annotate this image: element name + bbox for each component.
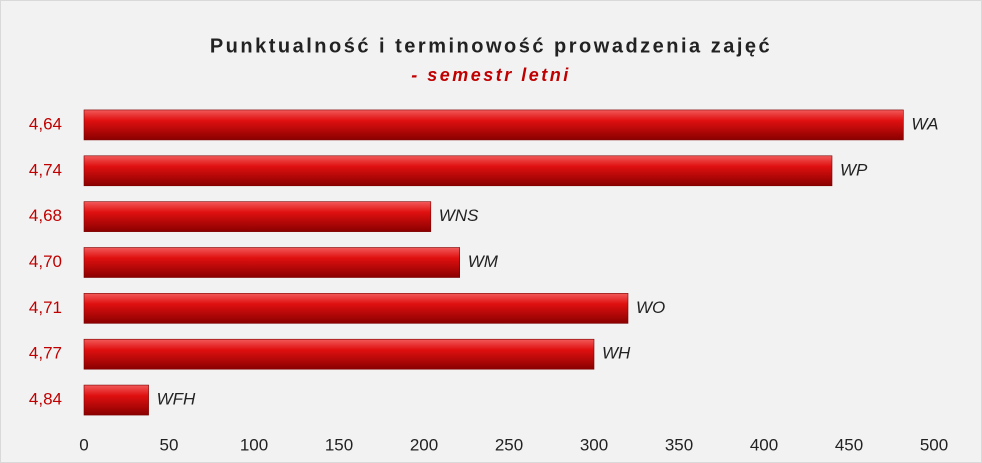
bar-label: WP [840, 160, 868, 179]
x-tick-label: 100 [240, 435, 268, 454]
bar [83, 109, 904, 141]
bar-label: WFH [157, 390, 196, 409]
x-tick-label: 50 [160, 435, 179, 454]
y-tick-label: 4,71 [29, 298, 62, 317]
chart-title: Punktualność i terminowość prowadzenia z… [210, 35, 772, 57]
bar [83, 155, 833, 187]
y-tick-label: 4,68 [29, 206, 62, 225]
x-tick-label: 200 [410, 435, 438, 454]
y-tick-label: 4,74 [29, 160, 62, 179]
x-tick-label: 450 [835, 435, 863, 454]
chart-subtitle: - semestr letni [411, 65, 571, 85]
x-tick-label: 150 [325, 435, 353, 454]
y-tick-label: 4,64 [29, 114, 62, 133]
bar-label: WNS [439, 206, 479, 225]
bar [83, 384, 149, 416]
bar [83, 293, 629, 324]
x-tick-label: 500 [920, 435, 948, 454]
y-tick-label: 4,70 [29, 252, 62, 271]
x-tick-label: 0 [79, 435, 88, 454]
bar-label: WH [602, 344, 631, 363]
bar [83, 201, 432, 232]
bar-label: WM [468, 252, 499, 271]
bar [83, 247, 461, 278]
bar-label: WO [636, 298, 665, 317]
bar [83, 338, 595, 370]
x-tick-label: 400 [750, 435, 778, 454]
bar-label: WA [911, 114, 938, 133]
x-tick-label: 250 [495, 435, 523, 454]
x-tick-label: 300 [580, 435, 608, 454]
x-tick-label: 350 [665, 435, 693, 454]
y-tick-label: 4,77 [29, 344, 62, 363]
y-tick-label: 4,84 [29, 390, 62, 409]
